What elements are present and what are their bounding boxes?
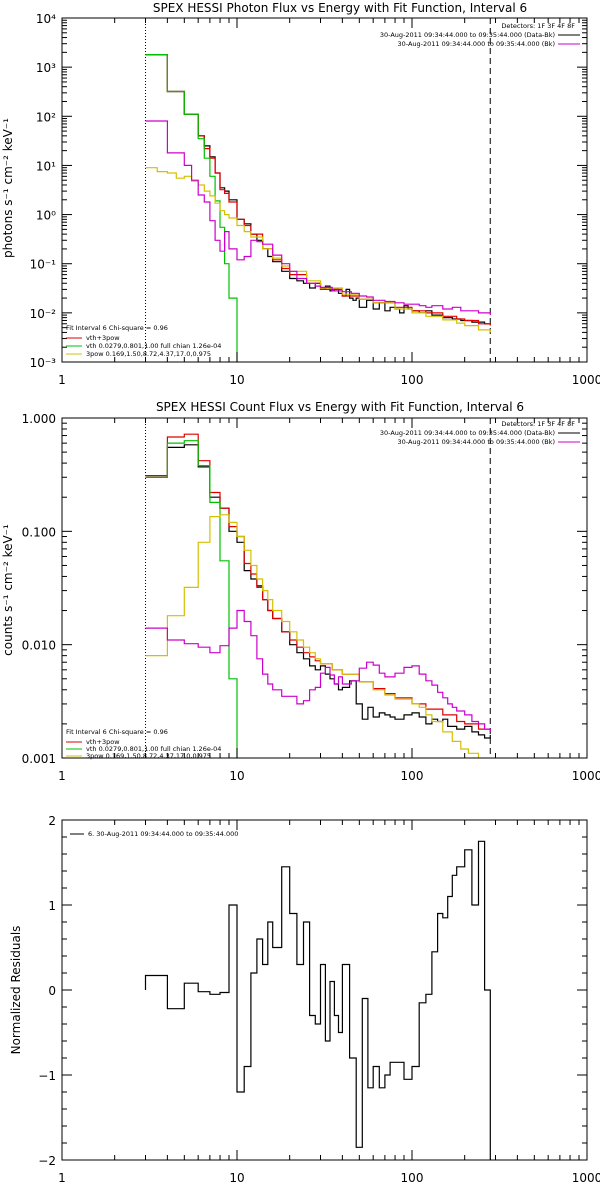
- series-line-2: [145, 54, 238, 362]
- count-flux-panel: SPEX HESSI Count Flux vs Energy with Fit…: [1, 400, 600, 783]
- legend-detectors: Detectors: 1F 3F 4F 8F: [501, 22, 575, 30]
- y-tick-label: 10⁰: [36, 209, 56, 223]
- photon-flux-frame: [61, 17, 588, 363]
- x-tick-label: 100: [401, 769, 424, 783]
- legend-fit-header-2: Fit Interval 6 Chi-square = 0.96: [66, 728, 168, 736]
- series-line-4: [145, 609, 491, 732]
- series-line-2: [145, 440, 238, 758]
- x-tick-label: 1: [58, 769, 66, 783]
- count-flux-legend-top: Detectors: 1F 3F 4F 8F 30-Aug-2011 09:34…: [380, 420, 580, 446]
- residuals-plot-area: [144, 840, 491, 1160]
- legend-fit-vth3pow-2: vth+3pow: [86, 738, 120, 746]
- x-tick-label: 1000: [572, 1171, 600, 1185]
- x-tick-label: 1000: [572, 769, 600, 783]
- series-line-0: [144, 840, 491, 1160]
- y-tick-label: 10⁻¹: [30, 258, 57, 272]
- y-tick-label: 0.100: [22, 525, 56, 539]
- y-tick-label: 10⁻²: [30, 307, 57, 321]
- legend-fit-vth-2: vth 0.0279,0.801,1.00 full chian 1.26e-0…: [86, 745, 221, 753]
- x-tick-label: 10: [229, 1171, 244, 1185]
- y-tick-label: 2: [48, 814, 56, 828]
- residuals-legend-label: 6. 30-Aug-2011 09:34:44.000 to 09:35:44.…: [88, 830, 238, 838]
- residuals-legend: 6. 30-Aug-2011 09:34:44.000 to 09:35:44.…: [70, 830, 238, 838]
- y-tick-label: 0.001: [22, 752, 56, 766]
- legend-fit-header: Fit Interval 6 Chi-square = 0.96: [66, 324, 168, 332]
- y-tick-label: 0: [48, 984, 56, 998]
- y-tick-label: 10²: [36, 110, 56, 124]
- y-tick-label: 10⁻³: [30, 356, 57, 370]
- residuals-ticks: 1 10 100 1000 −2 −1 0 1 2: [38, 814, 600, 1185]
- x-tick-label: 1000: [572, 373, 600, 387]
- legend-fit-3pow-2: 3pow 0.169,1.50,8.72,4.37,17.0,0.975: [86, 752, 211, 760]
- photon-flux-panel: SPEX HESSI Photon Flux vs Energy with Fi…: [1, 1, 600, 387]
- y-tick-label: 1: [48, 899, 56, 913]
- y-tick-label: 1.000: [22, 412, 56, 426]
- series-line-0: [145, 444, 491, 739]
- count-flux-plot-area: [144, 418, 491, 758]
- legend-bk-2: 30-Aug-2011 09:34:44.000 to 09:35:44.000…: [398, 438, 555, 446]
- series-line-4: [145, 120, 491, 316]
- legend-data-bk-2: 30-Aug-2011 09:34:44.000 to 09:35:44.000…: [380, 429, 555, 437]
- y-tick-label: 10¹: [36, 159, 56, 173]
- x-tick-label: 100: [401, 373, 424, 387]
- series-line-3: [145, 167, 491, 333]
- y-tick-label: 10³: [36, 61, 56, 75]
- x-tick-label: 1: [58, 1171, 66, 1185]
- x-tick-label: 10: [229, 373, 244, 387]
- y-tick-label: 0.010: [22, 639, 56, 653]
- count-flux-legend-bottom: Fit Interval 6 Chi-square = 0.96 vth+3po…: [66, 728, 221, 760]
- residuals-panel: Normalized Residuals 1 10 100 1000 −2 −1 0 1 2 6…: [9, 814, 600, 1185]
- y-tick-label: −2: [38, 1154, 56, 1168]
- photon-flux-ticks: 1 10 100 1000 10⁻³ 10⁻² 10⁻¹ 10⁰ 10¹ 10² 10³ 10⁴: [30, 12, 600, 387]
- photon-flux-legend-top: Detectors: 1F 3F 4F 8F 30-Aug-2011 09:34…: [380, 22, 580, 48]
- series-line-3: [145, 514, 480, 758]
- count-flux-frame: [61, 417, 588, 759]
- photon-flux-ylabel: photons s⁻¹ cm⁻² keV⁻¹: [1, 118, 15, 258]
- x-tick-label: 1: [58, 373, 66, 387]
- legend-bk: 30-Aug-2011 09:34:44.000 to 09:35:44.000…: [398, 40, 555, 48]
- y-tick-label: −1: [38, 1069, 56, 1083]
- series-line-1: [145, 54, 491, 326]
- residuals-ylabel: Normalized Residuals: [9, 926, 23, 1055]
- legend-data-bk: 30-Aug-2011 09:34:44.000 to 09:35:44.000…: [380, 31, 555, 39]
- legend-fit-vth3pow: vth+3pow: [86, 334, 120, 342]
- legend-detectors-2: Detectors: 1F 3F 4F 8F: [501, 420, 575, 428]
- count-flux-title: SPEX HESSI Count Flux vs Energy with Fit…: [156, 400, 524, 414]
- photon-flux-legend-bottom: Fit Interval 6 Chi-square = 0.96 vth+3po…: [66, 324, 221, 358]
- legend-fit-vth: vth 0.0279,0.801,1.00 full chian 1.26e-0…: [86, 342, 221, 350]
- residuals-frame: [61, 819, 588, 1161]
- y-tick-label: 10⁴: [36, 12, 56, 26]
- x-tick-label: 10: [229, 769, 244, 783]
- x-tick-label: 100: [401, 1171, 424, 1185]
- count-flux-ticks: 1 10 100 1000 0.001 0.010 0.100 1.000: [22, 412, 600, 783]
- count-flux-ylabel: counts s⁻¹ cm⁻² keV⁻¹: [1, 524, 15, 656]
- photon-flux-plot-area: [144, 18, 491, 362]
- legend-fit-3pow: 3pow 0.169,1.50,8.72,4.37,17.0,0.975: [86, 350, 211, 358]
- photon-flux-title: SPEX HESSI Photon Flux vs Energy with Fi…: [153, 1, 527, 15]
